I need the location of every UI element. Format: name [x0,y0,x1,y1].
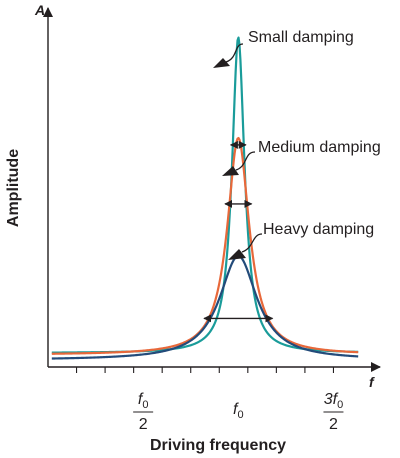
callout-arrowhead-small [213,58,230,68]
callout-arrowhead-medium [222,166,239,176]
x-tick-symbol: f [138,391,144,408]
x-axis-title: Driving frequency [150,437,286,454]
width-markers [203,140,274,323]
x-axis-symbol: f [369,374,375,390]
x-tick-subscript: 0 [237,409,243,421]
x-axis-minor-ticks [75,367,335,373]
callout-heavy-damping: Heavy damping [228,221,374,260]
callout-arrow-small [225,43,244,63]
curve-heavy-damping [51,254,359,360]
x-tick-subscript: 0 [142,399,148,411]
callout-arrow-medium [235,151,256,171]
x-tick-label: f0 [233,401,244,421]
x-tick-numerator: 3f0 [324,391,343,411]
x-tick-numerator: f0 [138,391,149,411]
callout-small-damping: Small damping [213,29,354,68]
series-label-heavy-damping: Heavy damping [263,221,374,238]
y-axis-symbol: A [34,2,45,18]
callout-arrowhead-heavy [228,249,246,260]
curves [51,36,359,360]
x-tick-denominator: 2 [139,416,148,433]
x-tick-symbol: 3f [324,391,339,408]
y-axis-title: Amplitude [5,149,22,227]
curve-small-damping [51,36,359,354]
curve-medium-damping [51,136,359,355]
x-tick-denominator: 2 [329,416,338,433]
x-tick-subscript: 0 [337,399,343,411]
x-tick-numerator: f0 [233,401,244,421]
x-tick-label: 3f0 2 [323,391,344,433]
series-label-medium-damping: Medium damping [258,139,381,156]
x-tick-label: f0 2 [133,391,154,433]
callout-arrow-heavy [241,233,263,253]
series-label-small-damping: Small damping [248,29,354,46]
callout-medium-damping: Medium damping [222,139,381,176]
x-tick-symbol: f [233,401,239,418]
